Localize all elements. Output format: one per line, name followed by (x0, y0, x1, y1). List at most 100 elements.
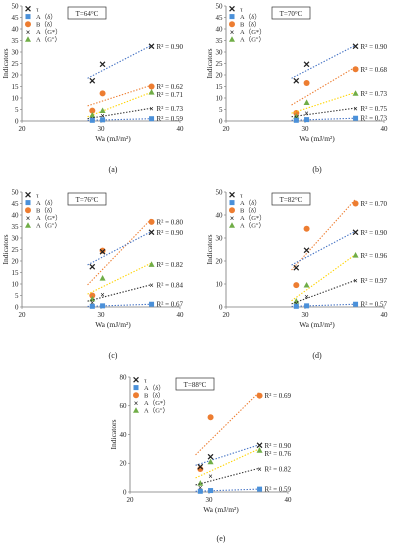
data-point-tau: ✕ (99, 247, 107, 257)
legend-marker-tau: ✕ (24, 190, 32, 200)
x-tick-label: 40 (381, 311, 389, 319)
r2-label: R² = 0.69 (265, 392, 292, 400)
r2-label: R² = 0.90 (265, 442, 292, 450)
x-tick-label: 20 (19, 311, 27, 319)
y-tick-label: 0 (219, 303, 223, 311)
trend-line-tau (291, 230, 356, 266)
data-point-A_Gstar: × (304, 293, 309, 302)
r2-label: R² = 0.80 (157, 218, 184, 226)
data-point-tau: ✕ (293, 263, 301, 273)
data-point-A_delta (197, 488, 203, 494)
legend: ✕ τA（δ）B（δ） × A（G*）A（G"） (24, 190, 61, 230)
legend-marker-A_Gstar: × (134, 399, 139, 408)
x-tick-label: 30 (302, 311, 310, 319)
legend-marker-B_delta (229, 207, 235, 214)
chart-panel-c: 0 5 10 15 20 25 30 35 40 45 50 20 30 40 Wa (mJ/m²) Indi… (1, 188, 184, 360)
legend-label: B（δ） (36, 207, 56, 215)
data-point-A_delta (293, 117, 299, 123)
y-tick-label: 40 (216, 211, 224, 219)
data-point-B_delta (148, 83, 155, 90)
series-tau: ✕✕✕ R² = 0.90 (195, 440, 292, 472)
y-tick-label: 5 (15, 106, 19, 114)
data-point-A_Gpp (256, 447, 263, 453)
legend-marker-A_Gpp (229, 222, 235, 228)
x-tick-label: 20 (223, 311, 231, 319)
data-point-tau: ✕ (293, 76, 301, 86)
r2-label: R² = 0.82 (157, 261, 184, 269)
temperature-label: T=76°C (76, 196, 99, 204)
temperature-box: T=82°C (271, 192, 311, 206)
data-point-B_delta (148, 218, 155, 225)
y-tick-label: 35 (12, 37, 20, 45)
temperature-box-frame (67, 192, 107, 206)
legend-marker-B_delta (229, 21, 235, 28)
y-tick-label: 0 (15, 303, 19, 311)
data-point-A_delta (89, 303, 95, 309)
x-axis-title: Wa (mJ/m²) (299, 134, 335, 143)
trend-line-B_delta (291, 66, 356, 106)
legend-label: A（δ） (144, 384, 165, 392)
y-tick-label: 30 (12, 234, 20, 242)
legend-marker-B_delta (25, 21, 31, 28)
r2-label: R² = 0.97 (361, 277, 388, 285)
data-point-A_delta (293, 303, 299, 309)
y-tick-label: 50 (216, 2, 224, 10)
y-tick-label: 10 (216, 94, 224, 102)
legend-label: B（δ） (240, 21, 260, 29)
legend-marker-A_Gpp (25, 222, 31, 228)
data-point-A_Gstar: × (257, 465, 262, 474)
series-tau: ✕✕✕ R² = 0.90 (291, 227, 388, 273)
temperature-box-frame (175, 377, 215, 391)
panel-caption: (c) (109, 351, 118, 360)
data-point-B_delta (89, 292, 96, 299)
data-point-tau: ✕ (303, 246, 311, 256)
y-axis-title: Indicators (205, 234, 214, 264)
y-tick-label: 60 (120, 402, 128, 410)
legend-label: B（δ） (240, 207, 260, 215)
legend-marker-A_delta (229, 200, 235, 206)
data-point-A_Gpp (99, 275, 106, 281)
data-point-tau: ✕ (89, 76, 97, 86)
r2-label: R² = 0.90 (157, 229, 184, 237)
trend-line-A_delta (291, 303, 356, 307)
data-point-A_delta (89, 117, 95, 123)
data-point-tau: ✕ (89, 262, 97, 272)
data-point-A_Gstar: × (100, 111, 105, 120)
legend-label: B（δ） (144, 392, 164, 400)
y-tick-label: 0 (219, 117, 223, 125)
data-point-B_delta (99, 247, 106, 254)
y-tick-label: 25 (12, 246, 20, 254)
legend-label: A（G"） (36, 36, 61, 44)
data-point-A_Gpp (99, 107, 106, 114)
legend-label: τ (240, 192, 243, 199)
y-tick-label: 5 (219, 106, 223, 114)
trend-line-B_delta (87, 84, 152, 107)
data-point-A_Gpp (293, 113, 300, 119)
trend-line-A_Gstar (87, 107, 152, 120)
data-point-B_delta (303, 80, 310, 87)
legend-marker-A_Gstar: × (230, 214, 235, 223)
data-point-A_Gpp (207, 458, 214, 465)
x-axis-title: Wa (mJ/m²) (95, 320, 131, 329)
x-axis-title: Wa (mJ/m²) (299, 320, 335, 329)
r2-label: R² = 0.73 (361, 115, 388, 123)
y-tick-label: 10 (12, 94, 20, 102)
legend-marker-tau: ✕ (132, 375, 140, 385)
y-tick-label: 45 (12, 14, 20, 22)
legend-label: B（δ） (36, 21, 56, 29)
data-point-A_Gstar: × (149, 104, 154, 113)
r2-label: R² = 0.68 (361, 66, 388, 74)
data-point-tau: ✕ (352, 227, 360, 237)
legend: ✕ τA（δ）B（δ） × A（G*）A（G"） (228, 190, 265, 230)
data-point-A_delta (208, 488, 214, 494)
trend-line-A_Gpp (291, 91, 356, 114)
r2-label: R² = 0.75 (361, 105, 388, 113)
y-tick-label: 0 (15, 117, 19, 125)
series-A_delta: R² = 0.67 (87, 301, 184, 309)
panel-caption: (e) (217, 534, 226, 543)
legend-marker-A_delta (229, 14, 235, 20)
legend-label: A（G"） (36, 222, 61, 230)
y-tick-label: 5 (15, 292, 19, 300)
data-point-A_delta (304, 117, 310, 123)
